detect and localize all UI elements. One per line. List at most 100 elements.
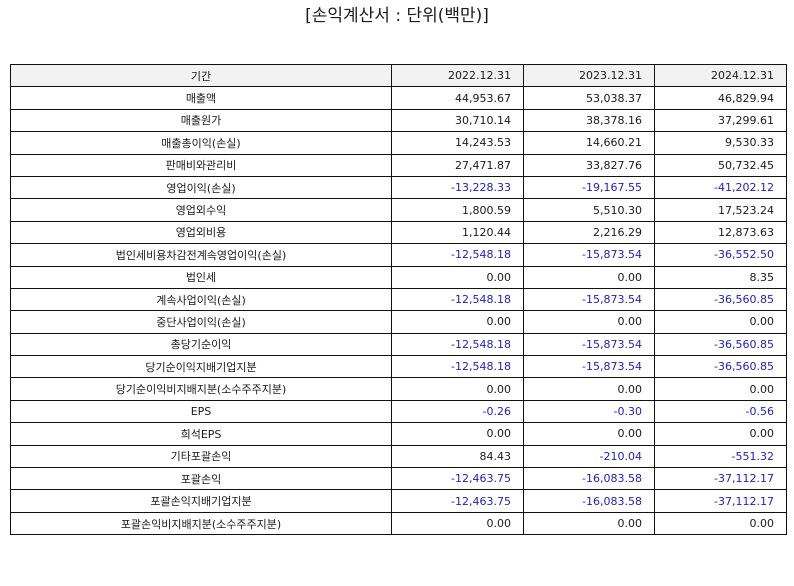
table-row: 매출원가 30,710.14 38,378.16 37,299.61: [10, 108, 787, 133]
row-value-cell: -0.26: [391, 399, 524, 424]
table-row: 당기순이익지배기업지분 -12,548.18 -15,873.54 -36,560.8…: [10, 355, 787, 379]
column-header-period: 기간: [10, 63, 392, 88]
row-label: 법인세: [10, 265, 392, 289]
table-row: 총당기순이익 -12,548.18 -15,873.54 -36,560.85: [10, 332, 787, 357]
row-value-cell: 0.00: [391, 422, 524, 446]
table-row: EPS -0.26 -0.30 -0.56: [10, 399, 787, 424]
row-value-cell: 53,038.37: [523, 86, 655, 110]
row-value-cell: 5,510.30: [523, 198, 655, 222]
row-label: 당기순이익지배기업지분: [10, 355, 392, 379]
row-value-cell: 33,827.76: [523, 153, 655, 177]
row-label: 당기순이익비지배지분(소수주주지분): [10, 377, 392, 401]
row-label: 총당기순이익: [10, 332, 392, 357]
table-row: 포괄손익비지배지분(소수주주지분) 0.00 0.00 0.00: [10, 511, 787, 536]
table-row: 영업외비용 1,120.44 2,216.29 12,873.63: [10, 220, 787, 245]
row-label: 포괄손익: [10, 467, 392, 491]
table-row: 영업외수익 1,800.59 5,510.30 17,523.24: [10, 198, 787, 222]
row-label: 매출원가: [10, 108, 392, 133]
row-value-cell: 0.00: [523, 511, 655, 536]
row-value-cell: 0.00: [391, 377, 524, 401]
row-value-cell: 0.00: [523, 377, 655, 401]
row-value-cell: 2,216.29: [523, 220, 655, 245]
row-value-cell: -37,112.17: [654, 467, 787, 491]
row-value-cell: 17,523.24: [654, 198, 787, 222]
table-row: 포괄손익 -12,463.75 -16,083.58 -37,112.17: [10, 467, 787, 491]
table-body: 매출액 44,953.67 53,038.37 46,829.94 매출원가 30,710…: [10, 86, 787, 536]
row-label: 영업외수익: [10, 198, 392, 222]
table-row: 법인세 0.00 0.00 8.35: [10, 265, 787, 289]
row-value-cell: -210.04: [523, 444, 655, 469]
row-value-cell: 44,953.67: [391, 86, 524, 110]
row-value-cell: -12,548.18: [391, 332, 524, 357]
row-value-cell: -19,167.55: [523, 175, 655, 200]
table-row: 포괄손익지배기업지분 -12,463.75 -16,083.58 -37,112.17: [10, 489, 787, 513]
row-value-cell: 0.00: [654, 511, 787, 536]
row-value-cell: 14,243.53: [391, 131, 524, 155]
row-label: EPS: [10, 399, 392, 424]
row-value-cell: 1,800.59: [391, 198, 524, 222]
row-value-cell: -13,228.33: [391, 175, 524, 200]
row-value-cell: 12,873.63: [654, 220, 787, 245]
row-value-cell: 0.00: [654, 377, 787, 401]
row-value-cell: 46,829.94: [654, 86, 787, 110]
table-row: 중단사업이익(손실) 0.00 0.00 0.00: [10, 310, 787, 334]
row-value-cell: -15,873.54: [523, 243, 655, 267]
row-value-cell: 9,530.33: [654, 131, 787, 155]
row-value-cell: -41,202.12: [654, 175, 787, 200]
row-value-cell: -15,873.54: [523, 332, 655, 357]
row-value-cell: -15,873.54: [523, 287, 655, 312]
row-label: 영업이익(손실): [10, 175, 392, 200]
table-header-row: 기간 2022.12.31 2023.12.31 2024.12.31: [10, 63, 787, 88]
row-value-cell: -551.32: [654, 444, 787, 469]
row-value-cell: 0.00: [654, 310, 787, 334]
row-value-cell: -15,873.54: [523, 355, 655, 379]
column-header-2023: 2023.12.31: [523, 63, 655, 88]
row-value-cell: 38,378.16: [523, 108, 655, 133]
row-value-cell: -36,552.50: [654, 243, 787, 267]
row-value-cell: 0.00: [523, 310, 655, 334]
table-row: 기타포괄손익 84.43 -210.04 -551.32: [10, 444, 787, 469]
row-label: 매출총이익(손실): [10, 131, 392, 155]
row-value-cell: -0.30: [523, 399, 655, 424]
page-title: [손익계산서 : 단위(백만)]: [305, 6, 489, 26]
row-label: 포괄손익비지배지분(소수주주지분): [10, 511, 392, 536]
row-value-cell: 8.35: [654, 265, 787, 289]
row-value-cell: 50,732.45: [654, 153, 787, 177]
row-value-cell: -0.56: [654, 399, 787, 424]
table-row: 매출액 44,953.67 53,038.37 46,829.94: [10, 86, 787, 110]
row-value-cell: -12,463.75: [391, 467, 524, 491]
row-value-cell: -12,463.75: [391, 489, 524, 513]
row-value-cell: 0.00: [654, 422, 787, 446]
row-label: 법인세비용차감전계속영업이익(손실): [10, 243, 392, 267]
column-header-2024: 2024.12.31: [654, 63, 787, 88]
row-value-cell: -16,083.58: [523, 489, 655, 513]
income-statement-table: 기간 2022.12.31 2023.12.31 2024.12.31 매출액 4…: [10, 63, 787, 536]
row-value-cell: 84.43: [391, 444, 524, 469]
row-value-cell: 0.00: [391, 265, 524, 289]
row-value-cell: 0.00: [391, 310, 524, 334]
table-row: 계속사업이익(손실) -12,548.18 -15,873.54 -36,560.85: [10, 287, 787, 312]
row-value-cell: 0.00: [523, 265, 655, 289]
row-value-cell: 37,299.61: [654, 108, 787, 133]
row-label: 중단사업이익(손실): [10, 310, 392, 334]
table-row: 희석EPS 0.00 0.00 0.00: [10, 422, 787, 446]
row-label: 계속사업이익(손실): [10, 287, 392, 312]
row-label: 희석EPS: [10, 422, 392, 446]
row-value-cell: -36,560.85: [654, 332, 787, 357]
row-value-cell: 0.00: [391, 511, 524, 536]
row-value-cell: 14,660.21: [523, 131, 655, 155]
column-header-2022: 2022.12.31: [391, 63, 524, 88]
row-value-cell: -12,548.18: [391, 243, 524, 267]
row-value-cell: 30,710.14: [391, 108, 524, 133]
row-value-cell: -36,560.85: [654, 287, 787, 312]
table-row: 매출총이익(손실) 14,243.53 14,660.21 9,530.33: [10, 131, 787, 155]
row-label: 포괄손익지배기업지분: [10, 489, 392, 513]
row-label: 매출액: [10, 86, 392, 110]
row-label: 영업외비용: [10, 220, 392, 245]
table-row: 당기순이익비지배지분(소수주주지분) 0.00 0.00 0.00: [10, 377, 787, 401]
row-label: 기타포괄손익: [10, 444, 392, 469]
row-value-cell: 0.00: [523, 422, 655, 446]
table-row: 법인세비용차감전계속영업이익(손실) -12,548.18 -15,873.54 -3…: [10, 243, 787, 267]
row-value-cell: -16,083.58: [523, 467, 655, 491]
row-label: 판매비와관리비: [10, 153, 392, 177]
